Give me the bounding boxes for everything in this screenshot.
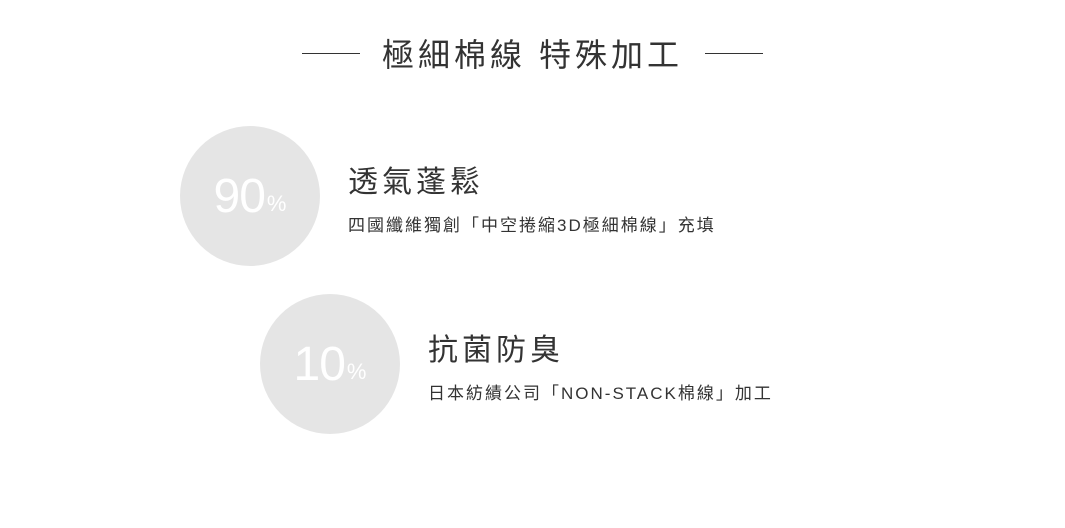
- percent-symbol: %: [267, 191, 287, 217]
- percent-number: 10: [294, 337, 345, 392]
- percent-circle-2: 10 %: [260, 294, 400, 434]
- feature-description: 四國纖維獨創「中空捲縮3D極細棉線」充填: [348, 211, 716, 236]
- header-line-right: [705, 53, 763, 54]
- feature-row-1: 90 % 透氣蓬鬆 四國纖維獨創「中空捲縮3D極細棉線」充填: [180, 126, 1065, 266]
- percent-symbol: %: [347, 359, 367, 385]
- header-line-left: [302, 53, 360, 54]
- header-title: 極細棉線 特殊加工: [382, 30, 683, 76]
- feature-description: 日本紡績公司「NON-STACK棉線」加工: [428, 379, 773, 404]
- feature-text-2: 抗菌防臭 日本紡績公司「NON-STACK棉線」加工: [428, 325, 773, 404]
- feature-title: 抗菌防臭: [428, 325, 773, 369]
- percent-number: 90: [214, 169, 265, 224]
- feature-text-1: 透氣蓬鬆 四國纖維獨創「中空捲縮3D極細棉線」充填: [348, 157, 716, 236]
- feature-title: 透氣蓬鬆: [348, 157, 716, 201]
- feature-row-2: 10 % 抗菌防臭 日本紡績公司「NON-STACK棉線」加工: [260, 294, 1065, 434]
- percent-circle-1: 90 %: [180, 126, 320, 266]
- header: 極細棉線 特殊加工: [0, 0, 1065, 116]
